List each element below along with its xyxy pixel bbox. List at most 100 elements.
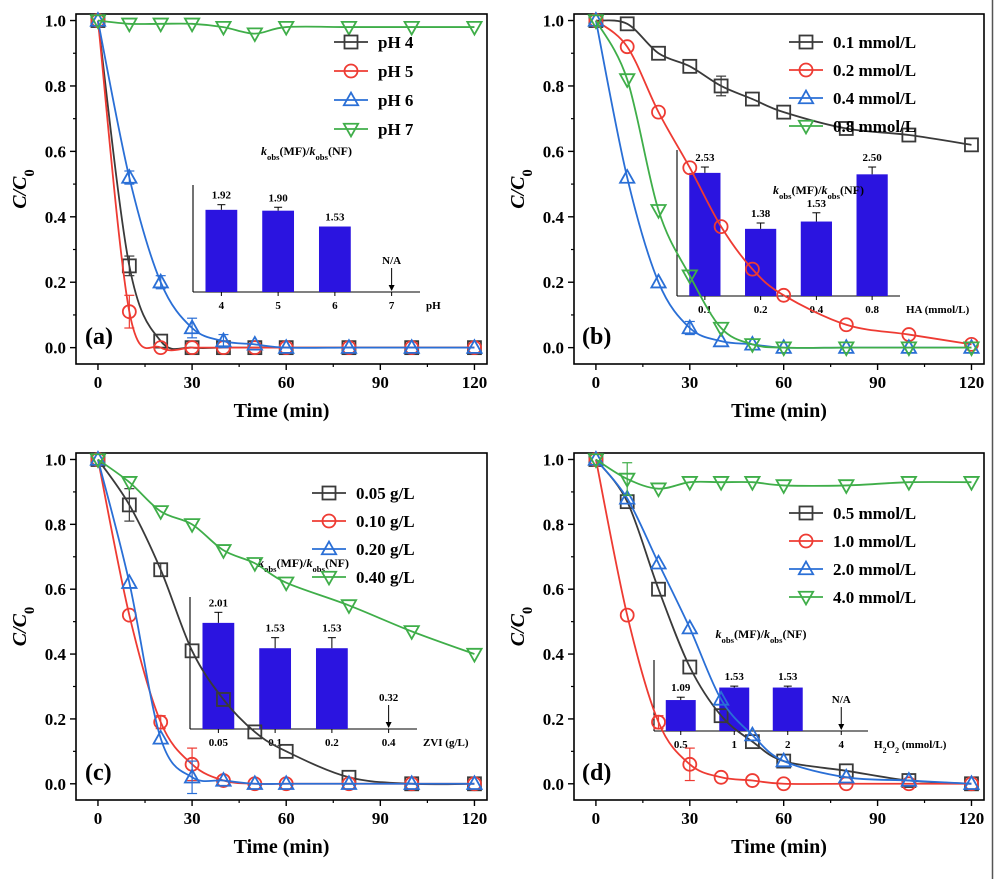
series-4-0-mmol-l xyxy=(587,453,981,498)
data-point xyxy=(962,774,981,790)
series-line xyxy=(595,458,972,785)
legend-entry: 0.4 mmol/L xyxy=(833,89,916,108)
y-axis-label: C/C0 xyxy=(9,607,38,646)
inset-title-part: (MF)/ xyxy=(280,144,311,158)
series-line xyxy=(97,20,475,352)
inset-x-tick-label: 1 xyxy=(732,739,738,751)
series-line xyxy=(595,459,972,785)
inset-title-part: obs xyxy=(264,564,277,574)
series-0-1-mmol-l xyxy=(588,13,979,153)
legend-entry: pH 7 xyxy=(378,120,414,139)
y-axis-label-part: 0 xyxy=(22,169,38,176)
inset-title-part: (MF)/ xyxy=(734,627,765,641)
legend-marker xyxy=(798,62,814,78)
legend-entry: 0.05 g/L xyxy=(356,484,415,503)
legend-entry: 0.20 g/L xyxy=(356,540,415,559)
inset-bar-chart: 0.12.530.21.380.41.530.82.50kobs(MF)/kob… xyxy=(676,150,970,316)
series-0-2-mmol-l xyxy=(588,13,979,352)
data-point xyxy=(183,17,201,34)
data-point xyxy=(619,607,635,623)
data-point xyxy=(649,272,668,289)
data-point xyxy=(775,479,793,495)
inset-arrow-head xyxy=(385,722,392,728)
legend-entry: 0.8 mmol/L xyxy=(833,117,916,136)
inset-title-part: k xyxy=(764,627,770,641)
inset-x-label: HA (mmol/L) xyxy=(906,304,970,316)
inset-title-part: k xyxy=(773,183,779,197)
inset-value-label: 2.01 xyxy=(209,597,228,609)
y-tick-label: 1.0 xyxy=(45,12,66,31)
data-point xyxy=(776,104,792,120)
y-tick-label: 0.2 xyxy=(543,273,564,292)
inset-title-part: obs xyxy=(770,635,783,645)
data-point xyxy=(618,489,636,505)
legend-marker xyxy=(798,505,814,521)
inset-title-part: obs xyxy=(827,191,840,201)
series-line xyxy=(97,458,475,786)
inset-title: kobs(MF)/kobs(NF) xyxy=(261,144,352,162)
data-point xyxy=(465,20,484,37)
data-point xyxy=(120,17,139,34)
inset-x-tick-label: 0.4 xyxy=(382,737,396,749)
inset-bar xyxy=(772,687,803,731)
series-0-20-g-l xyxy=(89,450,484,795)
data-point xyxy=(681,269,699,285)
legend-marker xyxy=(343,34,359,50)
data-point xyxy=(776,287,792,303)
legend-marker xyxy=(797,590,815,607)
data-point xyxy=(775,751,793,768)
x-tick-label: 0 xyxy=(94,809,103,828)
data-point xyxy=(152,505,170,521)
data-point xyxy=(962,341,981,357)
legend-marker xyxy=(342,90,360,107)
x-tick-label: 90 xyxy=(869,809,886,828)
data-point xyxy=(587,11,605,27)
data-point xyxy=(744,773,760,788)
inset-x-label: ZVI (g/L) xyxy=(423,737,469,749)
data-point xyxy=(900,341,918,357)
inset-title-part: obs xyxy=(779,191,792,201)
legend-marker xyxy=(797,119,815,136)
inset-value-label: 1.53 xyxy=(325,212,345,224)
x-tick-label: 60 xyxy=(775,809,792,828)
plot-frame xyxy=(75,452,488,801)
data-point xyxy=(743,725,762,742)
data-point xyxy=(682,659,698,675)
inset-value-label: N/A xyxy=(832,694,851,706)
series-line xyxy=(97,459,475,785)
x-axis-label: Time (min) xyxy=(234,400,330,422)
panel-label: (c) xyxy=(85,760,112,786)
data-point xyxy=(89,14,107,30)
data-point xyxy=(964,137,979,153)
data-point xyxy=(465,774,484,790)
inset-x-tick-label: 4 xyxy=(219,300,225,312)
data-point xyxy=(775,341,793,357)
series-line xyxy=(595,20,972,349)
data-point xyxy=(403,20,421,37)
inset-title-part: k xyxy=(716,627,722,641)
legend-entry: 1.0 mmol/L xyxy=(833,532,916,551)
y-tick-label: 0.0 xyxy=(45,339,66,358)
x-tick-label: 120 xyxy=(462,809,488,828)
y-axis-label-part: C/C xyxy=(9,176,31,209)
inset-title-part: (NF) xyxy=(840,183,864,197)
data-point xyxy=(838,121,854,136)
data-point xyxy=(89,453,107,469)
data-point xyxy=(837,479,855,495)
data-point xyxy=(712,321,730,338)
legend-marker xyxy=(798,34,814,50)
data-point xyxy=(184,340,200,356)
inset-bar xyxy=(205,209,238,292)
series-line xyxy=(97,19,475,35)
inset-bar xyxy=(259,648,292,729)
data-point xyxy=(403,625,421,641)
data-point xyxy=(246,774,264,790)
y-tick-label: 0.2 xyxy=(45,273,66,292)
data-point xyxy=(712,690,730,706)
data-point xyxy=(340,20,358,37)
series-line xyxy=(97,20,475,349)
inset-value-label: 2.53 xyxy=(695,152,715,164)
series-ph-6 xyxy=(89,11,484,354)
inset-value-label: 1.09 xyxy=(671,682,691,694)
